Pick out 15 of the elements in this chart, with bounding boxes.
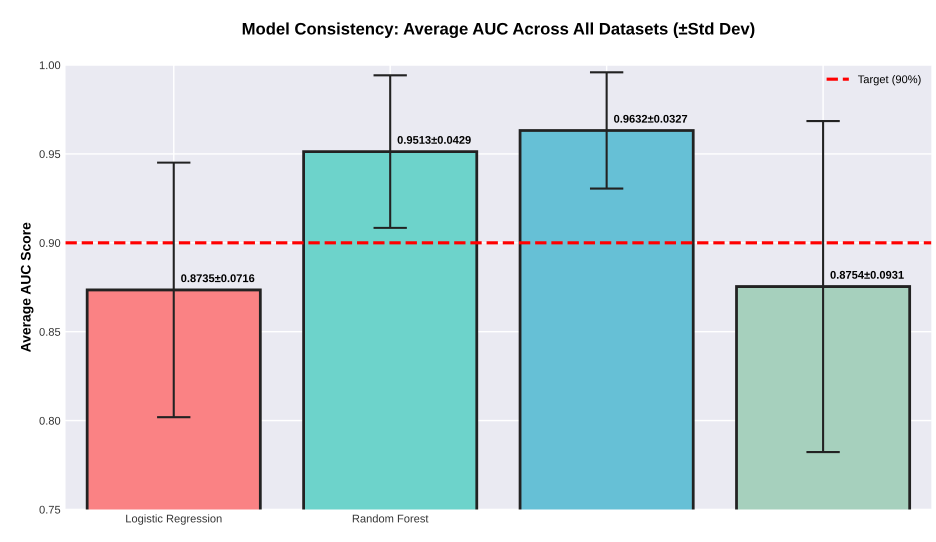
chart-title: Model Consistency: Average AUC Across All Datasets (±Std Dev) [242, 22, 754, 38]
y-tick-label: 0.85 [39, 328, 60, 336]
data-label: 0.8754±0.0931 [830, 270, 904, 279]
data-label: 0.9632±0.0327 [614, 114, 688, 123]
x-tick-label: Logistic Regression [126, 514, 222, 525]
y-tick-label: 0.95 [39, 150, 60, 158]
x-tick-label: Random Forest [352, 514, 428, 523]
legend-label: Target (90%) [858, 75, 921, 86]
y-tick-label: 1.00 [40, 61, 60, 70]
data-label: 0.9513±0.0429 [398, 136, 471, 144]
y-tick-label: 0.80 [39, 416, 60, 425]
y-axis-title: Average AUC Score [20, 222, 34, 352]
y-tick-label: 0.90 [39, 239, 60, 247]
y-tick-label: 0.75 [39, 506, 60, 514]
data-label: 0.8735±0.0716 [181, 274, 254, 282]
